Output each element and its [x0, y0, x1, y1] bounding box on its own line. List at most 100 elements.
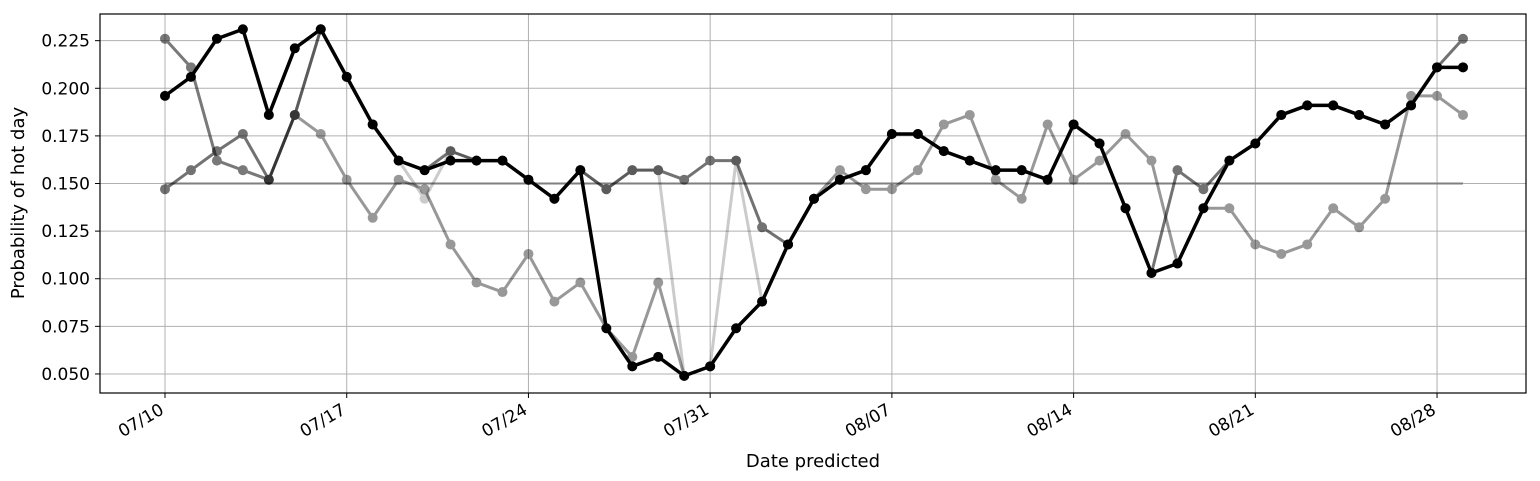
series-3-point — [185, 165, 196, 176]
series-4-point — [315, 24, 326, 35]
plot-frame — [99, 13, 1527, 394]
series-4-point — [289, 43, 300, 54]
series-3-point — [237, 128, 248, 139]
series-2-point — [1016, 193, 1027, 204]
series-2-point — [1120, 128, 1131, 139]
series-3-point — [289, 109, 300, 120]
series-4-point — [886, 128, 897, 139]
series-2-point — [1250, 239, 1261, 250]
series-4-point — [912, 128, 923, 139]
series-2-point — [886, 184, 897, 195]
series-4-point — [1068, 119, 1079, 130]
series-2-line — [163, 37, 1464, 378]
series-2-point — [315, 128, 326, 139]
series-2-point — [185, 62, 196, 73]
series-4-point — [1198, 203, 1209, 214]
series-2-point — [1068, 174, 1079, 185]
series-3-point — [731, 155, 742, 166]
series-1-point — [419, 193, 430, 204]
series-4-point — [1328, 100, 1339, 111]
series-2-point — [1432, 90, 1443, 101]
series-2-point — [1458, 109, 1468, 120]
series-2-point — [834, 165, 845, 176]
series-2-point — [419, 184, 430, 195]
series-3-point — [1458, 33, 1468, 44]
series-3 — [160, 24, 1468, 279]
series-2-point — [1224, 203, 1235, 214]
series-3-line — [164, 27, 1465, 275]
series-2-point — [1042, 119, 1053, 130]
series-4-point — [809, 193, 819, 204]
series-4-point — [1458, 62, 1468, 73]
series-4-point — [471, 155, 482, 166]
x-tick-label: 07/10 — [115, 400, 167, 442]
series-4-point — [419, 165, 430, 176]
series-4-point — [860, 165, 871, 176]
series-2-point — [860, 184, 871, 195]
series-2-point — [938, 119, 949, 130]
series-4-point — [1406, 100, 1417, 111]
series-2-point — [1276, 248, 1287, 259]
series-layer — [160, 24, 1468, 381]
series-4-point — [627, 361, 638, 372]
y-tick-label: 0.225 — [41, 32, 90, 52]
series-2 — [160, 33, 1468, 381]
series-4-point — [783, 239, 794, 250]
series-3-point — [1198, 184, 1209, 195]
series-4-point — [1302, 100, 1313, 111]
series-4-point — [601, 323, 612, 334]
axis-ticks: 0.050 0.075 0.100 0.125 0.150 0.175 0.200 0.225… — [41, 32, 1439, 442]
series-2-point — [964, 109, 975, 120]
series-4-point — [445, 155, 456, 166]
series-2-point — [367, 212, 378, 223]
series-4-point — [341, 71, 352, 82]
y-tick-label: 0.150 — [41, 175, 90, 195]
series-2-point — [211, 155, 222, 166]
series-2-point — [471, 277, 482, 288]
series-4-point — [1250, 138, 1261, 149]
series-3-point — [679, 174, 690, 185]
series-2-point — [1302, 239, 1313, 250]
y-tick-label: 0.075 — [41, 317, 90, 337]
series-3-point — [211, 146, 222, 157]
series-2-point — [1094, 155, 1105, 166]
series-2-point — [341, 174, 352, 185]
series-2-point — [445, 239, 456, 250]
series-4-point — [653, 351, 664, 362]
series-4-point — [263, 109, 274, 120]
series-4-point — [1224, 155, 1235, 166]
y-tick-label: 0.050 — [41, 365, 90, 385]
series-4-point — [834, 174, 845, 185]
series-2-point — [1354, 222, 1365, 233]
series-2-point — [549, 296, 560, 307]
series-4-point — [1042, 174, 1053, 185]
x-tick-label: 07/24 — [479, 400, 531, 442]
series-3-point — [757, 222, 768, 233]
series-4-point — [237, 24, 248, 35]
series-2-point — [497, 287, 508, 298]
series-2-point — [160, 33, 170, 44]
series-3-point — [445, 146, 456, 157]
series-4-point — [1354, 109, 1365, 120]
series-2-point — [523, 248, 534, 259]
series-4-point — [757, 296, 768, 307]
series-4-point — [211, 33, 222, 44]
series-2-point — [653, 277, 664, 288]
series-3-point — [601, 184, 612, 195]
x-tick-label: 07/17 — [297, 400, 349, 442]
x-axis-title: Date predicted — [746, 451, 880, 472]
series-2-point — [1380, 193, 1391, 204]
series-1-point — [211, 155, 222, 166]
series-4-point — [393, 155, 404, 166]
series-4-point — [679, 370, 690, 381]
series-3-point — [627, 165, 638, 176]
series-4-point — [1432, 62, 1443, 73]
series-3-point — [263, 174, 274, 185]
series-2-point — [575, 277, 586, 288]
series-4-point — [1120, 203, 1131, 214]
series-1-point — [160, 33, 170, 44]
series-1-point — [237, 165, 248, 176]
series-2-point — [990, 174, 1001, 185]
x-tick-label: 08/14 — [1024, 400, 1076, 442]
